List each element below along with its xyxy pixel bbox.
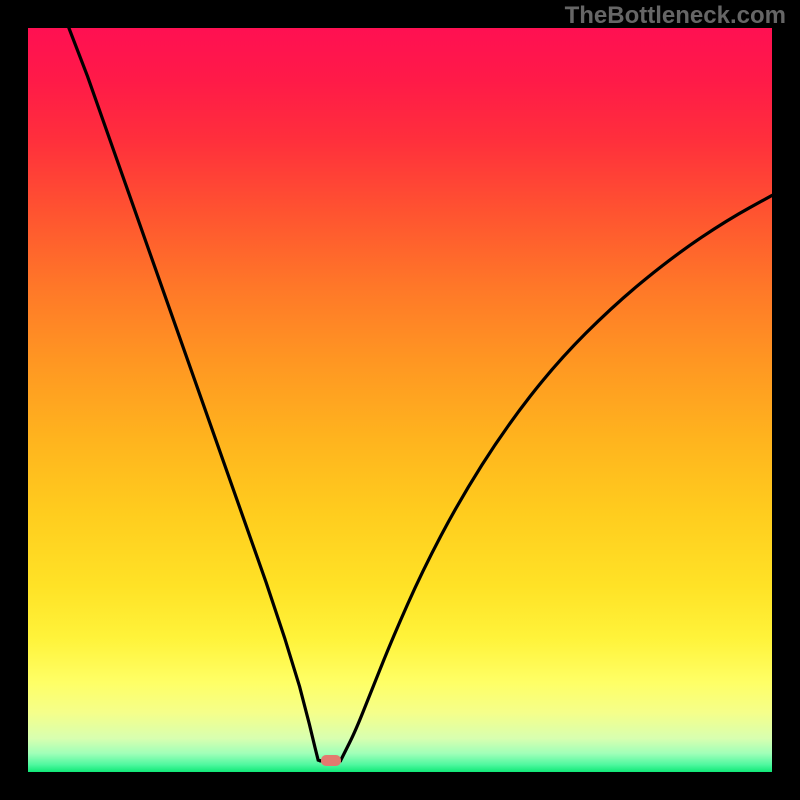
chart-svg (28, 28, 772, 772)
chart-container: TheBottleneck.com (0, 0, 800, 800)
watermark-text: TheBottleneck.com (565, 2, 786, 30)
gradient-background (28, 28, 772, 772)
chart-plot-area (28, 28, 772, 772)
minimum-marker (321, 755, 341, 766)
